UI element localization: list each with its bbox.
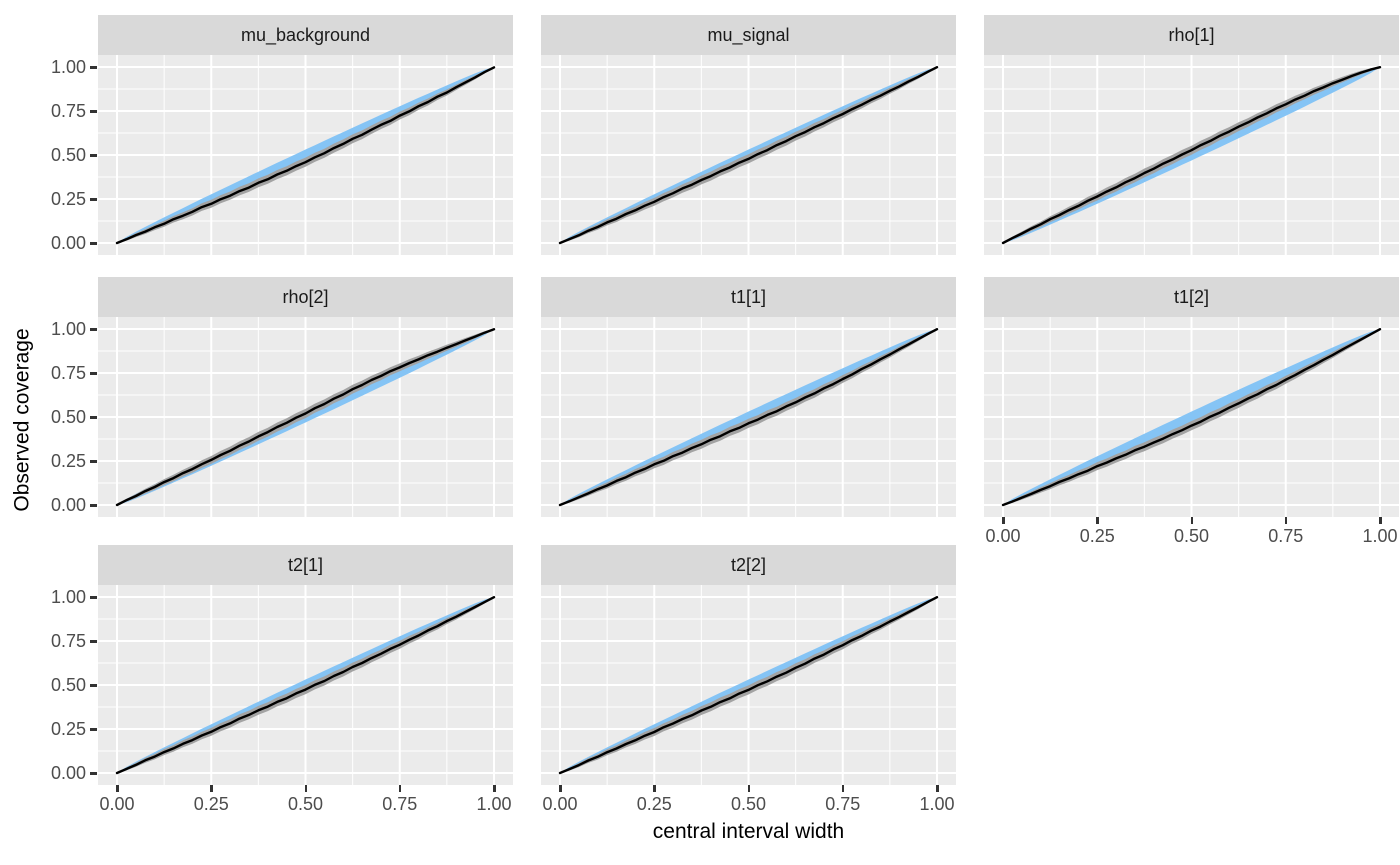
x-tick-mark: [304, 785, 307, 792]
y-tick-mark: [90, 728, 97, 731]
panel-rho-2: [98, 317, 513, 517]
y-tick-label: 0.75: [50, 363, 86, 383]
y-tick-mark: [90, 372, 97, 375]
strip-label: t1[1]: [730, 286, 767, 307]
x-tick-mark: [398, 785, 402, 792]
x-tick-label: 0.75: [825, 794, 861, 814]
y-tick-label: 0.25: [50, 189, 86, 209]
y-tick-label: 1.00: [50, 319, 86, 339]
y-tick-label: 1.00: [50, 57, 86, 77]
x-tick-label: 0.50: [1173, 526, 1210, 546]
facet-strip: t1[1]: [541, 277, 956, 317]
facet-mu-background: mu_background: [98, 15, 513, 255]
y-tick-mark: [90, 198, 97, 201]
y-tick-mark: [90, 154, 97, 157]
y-tick-mark: [90, 772, 97, 775]
x-tick-label: 0.75: [1268, 526, 1304, 546]
x-tick-label: 0.75: [382, 794, 418, 814]
y-tick-mark: [90, 684, 97, 687]
facet-t1-1: t1[1]: [541, 277, 956, 517]
y-tick-label: 0.50: [50, 407, 86, 427]
y-tick-label: 0.25: [50, 451, 86, 471]
x-tick-mark: [116, 785, 119, 792]
y-tick-mark: [90, 596, 97, 599]
x-tick-label: 0.00: [99, 794, 135, 814]
facet-strip: t1[2]: [984, 277, 1399, 317]
panel-t1-2: [984, 317, 1399, 517]
strip-label: rho[2]: [282, 286, 329, 307]
x-tick-label: 0.50: [730, 794, 767, 814]
y-tick-label: 0.25: [50, 719, 86, 739]
y-tick-mark: [90, 416, 97, 419]
y-tick-mark: [90, 504, 97, 507]
x-tick-mark: [493, 785, 496, 792]
x-tick-label: 1.00: [1362, 526, 1398, 546]
panel-t1-1: [541, 317, 956, 517]
facet-strip: t2[1]: [98, 545, 513, 585]
x-tick-mark: [747, 785, 750, 792]
facet-t2-2: t2[2]: [541, 545, 956, 785]
facet-strip: rho[2]: [98, 277, 513, 317]
facet-rho-2: rho[2]: [98, 277, 513, 517]
x-tick-label: 0.25: [636, 794, 672, 814]
y-tick-label: 0.50: [50, 145, 86, 165]
panel-mu-background: [98, 55, 513, 255]
x-tick-label: 0.50: [287, 794, 324, 814]
panel-mu-signal: [541, 55, 956, 255]
y-tick-label: 0.75: [50, 101, 86, 121]
y-tick-label: 0.00: [50, 763, 86, 783]
x-tick-mark: [559, 785, 562, 792]
x-tick-mark: [210, 785, 213, 792]
panel-t2-2: [541, 585, 956, 785]
x-tick-mark: [841, 785, 845, 792]
y-tick-label: 0.50: [50, 675, 86, 695]
x-tick-label: 0.25: [193, 794, 229, 814]
facet-rho-1: rho[1]: [984, 15, 1399, 255]
y-tick-mark: [90, 640, 97, 643]
y-tick-mark: [90, 328, 97, 331]
facet-mu-signal: mu_signal: [541, 15, 956, 255]
facet-strip: rho[1]: [984, 15, 1399, 55]
y-tick-mark: [90, 242, 97, 245]
x-axis-title: central interval width: [652, 820, 845, 843]
panel-rho-1: [984, 55, 1399, 255]
y-tick-label: 0.00: [50, 233, 86, 253]
facet-strip: mu_signal: [541, 15, 956, 55]
x-tick-mark: [1002, 517, 1005, 524]
x-tick-mark: [1284, 517, 1288, 524]
facet-strip: t2[2]: [541, 545, 956, 585]
strip-label: t2[1]: [287, 554, 324, 575]
x-tick-label: 0.00: [542, 794, 578, 814]
x-tick-mark: [1379, 517, 1382, 524]
strip-label: t2[2]: [730, 554, 767, 575]
facet-t1-2: t1[2]: [984, 277, 1399, 517]
strip-label: t1[2]: [1173, 286, 1210, 307]
x-tick-mark: [653, 785, 656, 792]
y-tick-label: 0.00: [50, 495, 86, 515]
y-tick-mark: [90, 460, 97, 463]
x-tick-label: 1.00: [919, 794, 955, 814]
strip-label: rho[1]: [1168, 24, 1215, 45]
y-tick-label: 0.75: [50, 631, 86, 651]
panel-t2-1: [98, 585, 513, 785]
strip-label: mu_background: [240, 24, 371, 45]
facet-t2-1: t2[1]: [98, 545, 513, 785]
x-tick-mark: [936, 785, 939, 792]
y-tick-mark: [90, 110, 97, 113]
x-tick-label: 1.00: [476, 794, 512, 814]
y-tick-mark: [90, 66, 97, 69]
strip-label: mu_signal: [707, 24, 790, 45]
x-tick-label: 0.00: [985, 526, 1021, 546]
y-tick-label: 1.00: [50, 587, 86, 607]
x-tick-label: 0.25: [1079, 526, 1115, 546]
x-tick-mark: [1096, 517, 1099, 524]
facet-strip: mu_background: [98, 15, 513, 55]
x-tick-mark: [1190, 517, 1193, 524]
